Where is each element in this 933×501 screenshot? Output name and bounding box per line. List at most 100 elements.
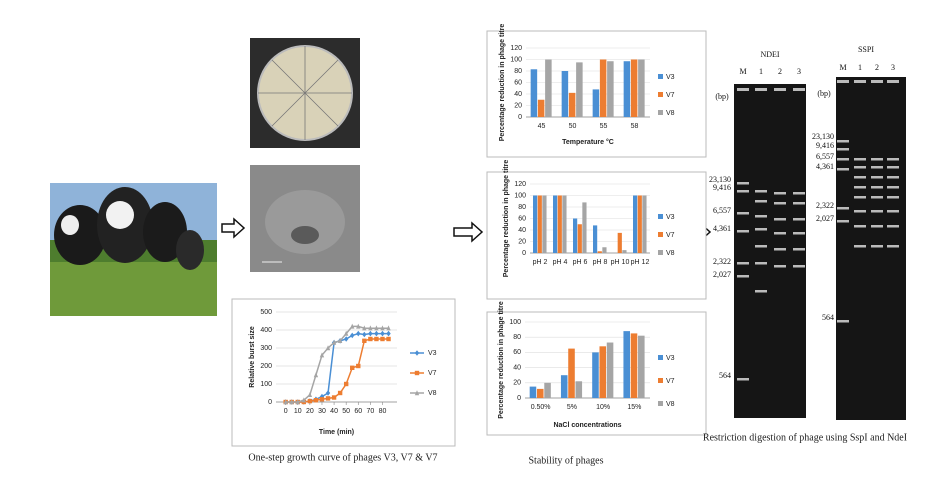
marker bbox=[386, 330, 391, 337]
gel-band bbox=[887, 176, 899, 179]
bar bbox=[606, 342, 614, 398]
bar bbox=[602, 247, 607, 253]
x-tick-label: 10% bbox=[596, 404, 610, 411]
gel-ndei bbox=[734, 84, 806, 418]
size-label: 2,027 bbox=[816, 214, 834, 223]
gel-band bbox=[737, 190, 749, 193]
marker bbox=[319, 352, 325, 358]
y-tick-label: 80 bbox=[514, 68, 522, 75]
size-label: 564 bbox=[719, 371, 731, 380]
caption: Restriction digestion of phage using Ssp… bbox=[703, 432, 907, 443]
x-tick-label: 55 bbox=[600, 123, 608, 130]
gel-band bbox=[887, 158, 899, 161]
marker bbox=[350, 365, 355, 370]
gel-band bbox=[737, 262, 749, 265]
marker bbox=[343, 381, 349, 387]
y-axis-label: Percentage reduction in phage titre bbox=[499, 24, 506, 142]
y-tick-label: 400 bbox=[260, 327, 272, 334]
x-tick-label: pH 8 bbox=[593, 259, 608, 266]
legend-label: V8 bbox=[666, 110, 675, 117]
bar bbox=[560, 375, 568, 398]
bar bbox=[576, 62, 583, 117]
bar bbox=[638, 335, 645, 398]
marker bbox=[368, 325, 373, 331]
marker bbox=[319, 397, 325, 402]
gel-band bbox=[793, 202, 805, 205]
gel-band bbox=[774, 232, 786, 235]
bar bbox=[557, 195, 562, 253]
bar bbox=[623, 61, 631, 117]
lane-label: 3 bbox=[891, 63, 895, 72]
x-axis-label: Time (min) bbox=[319, 429, 354, 436]
gel-well bbox=[755, 88, 767, 91]
bar bbox=[599, 59, 607, 117]
marker bbox=[368, 336, 373, 342]
y-tick-label: 0 bbox=[517, 395, 521, 402]
y-tick-label: 40 bbox=[514, 91, 522, 98]
y-axis-label: Percentage reduction in phage titre bbox=[498, 301, 505, 419]
gel-band bbox=[837, 320, 849, 323]
gel-band bbox=[854, 176, 866, 179]
gel-band bbox=[837, 168, 849, 171]
y-tick-label: 20 bbox=[513, 380, 521, 387]
size-label: 23,130 bbox=[812, 132, 834, 141]
gel-band bbox=[854, 245, 866, 248]
marker bbox=[325, 390, 331, 396]
x-tick-label: 60 bbox=[354, 408, 362, 415]
x-tick-label: 50 bbox=[342, 408, 350, 415]
gel-band bbox=[755, 245, 767, 248]
gel-well bbox=[871, 80, 883, 83]
bar bbox=[562, 195, 567, 253]
marker bbox=[356, 323, 361, 329]
bar bbox=[582, 202, 587, 253]
gel-band bbox=[871, 166, 883, 169]
gel-band bbox=[887, 245, 899, 248]
lane-label: 2 bbox=[778, 67, 782, 76]
marker bbox=[350, 332, 355, 339]
bar bbox=[568, 348, 575, 398]
marker bbox=[325, 345, 331, 351]
size-label: 2,027 bbox=[713, 270, 731, 279]
legend-label: V8 bbox=[428, 390, 437, 397]
y-tick-label: 60 bbox=[514, 79, 522, 86]
size-label: 2,322 bbox=[816, 201, 834, 210]
legend-swatch bbox=[658, 214, 663, 219]
y-tick-label: 200 bbox=[260, 363, 272, 370]
x-tick-label: 0.50% bbox=[531, 404, 551, 411]
gel-band bbox=[871, 245, 883, 248]
x-tick-label: 0 bbox=[284, 408, 288, 415]
caption: One-step growth curve of phages V3, V7 &… bbox=[248, 452, 437, 463]
y-tick-label: 0 bbox=[518, 114, 522, 121]
marker bbox=[362, 325, 367, 331]
marker bbox=[380, 336, 385, 342]
marker bbox=[356, 363, 361, 369]
y-axis-label: Relative burst size bbox=[249, 326, 256, 388]
bar bbox=[623, 331, 630, 398]
marker bbox=[307, 398, 313, 404]
marker bbox=[325, 396, 331, 401]
y-tick-label: 60 bbox=[513, 349, 521, 356]
gel-band bbox=[755, 200, 767, 203]
gel-band bbox=[774, 248, 786, 251]
marker bbox=[331, 395, 337, 400]
x-tick-label: pH 6 bbox=[573, 259, 588, 266]
gel-title: SSPI bbox=[858, 45, 874, 54]
bar bbox=[630, 333, 638, 398]
unit-label: (bp) bbox=[817, 89, 831, 98]
x-tick-label: 80 bbox=[379, 408, 387, 415]
gel-band bbox=[854, 225, 866, 228]
size-label: 23,130 bbox=[709, 175, 731, 184]
gel-well bbox=[837, 80, 849, 83]
bar bbox=[542, 195, 547, 253]
y-tick-label: 100 bbox=[509, 319, 521, 326]
gel-well bbox=[774, 88, 786, 91]
x-tick-label: 45 bbox=[538, 123, 546, 130]
y-tick-label: 80 bbox=[513, 334, 521, 341]
unit-label: (bp) bbox=[715, 92, 729, 101]
x-tick-label: 30 bbox=[318, 408, 326, 415]
lane-label: M bbox=[839, 63, 846, 72]
legend-label: V7 bbox=[666, 92, 675, 99]
legend-swatch bbox=[658, 378, 663, 383]
marker bbox=[295, 399, 300, 405]
legend-label: V8 bbox=[666, 250, 675, 257]
